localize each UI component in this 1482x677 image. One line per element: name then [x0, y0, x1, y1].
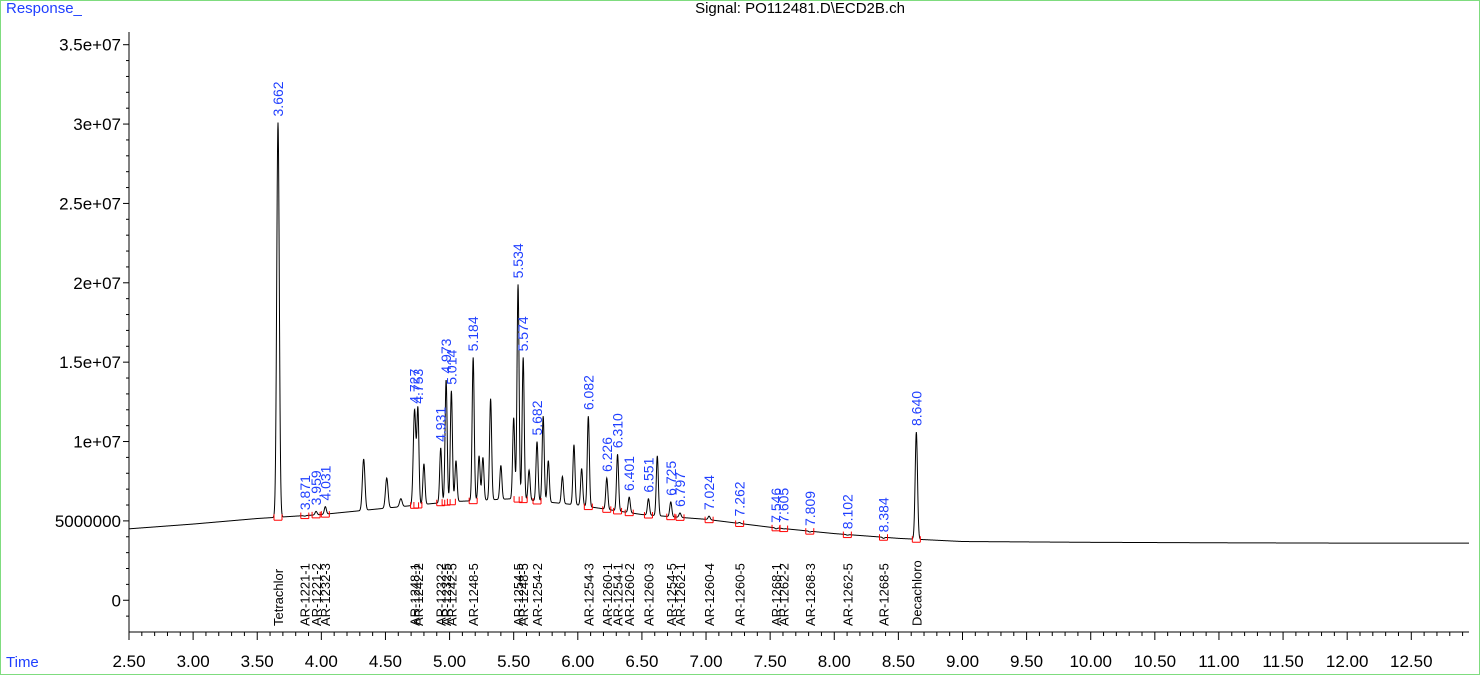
peak-label: 7.809 — [802, 491, 818, 526]
x-tick-label: 2.50 — [112, 652, 145, 671]
x-tick-label: 7.00 — [689, 652, 722, 671]
signal-trace — [128, 122, 1469, 544]
peak-label: 6.797 — [672, 472, 688, 507]
compound-label: Tetrachlor — [271, 568, 286, 626]
x-tick-label: 8.00 — [818, 652, 851, 671]
axes: 0 5000000 1e+07 1.5e+07 2e+07 2.5e+07 3e+07 3.5… — [55, 32, 1469, 671]
x-tick-label: 4.50 — [369, 652, 402, 671]
y-tick-label: 5000000 — [55, 512, 121, 531]
compound-label: AR-1232-2 — [434, 563, 449, 626]
compound-label: AR-1232-3 — [318, 563, 333, 626]
peak-label: 3.662 — [270, 81, 286, 116]
x-tick-label: 5.00 — [433, 652, 466, 671]
compound-label: AR-1268-3 — [803, 563, 818, 626]
signal-title: Signal: PO112481.D\ECD2B.ch — [695, 0, 905, 17]
peak-label: 7.024 — [701, 475, 717, 510]
peak-label: 5.574 — [515, 316, 531, 351]
peak-label: 7.546 — [768, 488, 784, 523]
y-tick-label: 2e+07 — [73, 274, 121, 293]
compound-label: AR-1254-5 — [664, 563, 679, 626]
x-tick-label: 3.50 — [241, 652, 274, 671]
compound-label: AR-1260-2 — [622, 563, 637, 626]
y-tick-label: 1.5e+07 — [59, 353, 121, 372]
compound-label: AR-1248-5 — [516, 563, 531, 626]
compound-label: AR-1260-5 — [733, 563, 748, 626]
peak-label: 4.753 — [410, 369, 426, 404]
peak-label: 6.310 — [610, 413, 626, 448]
peak-label: 4.973 — [438, 338, 454, 373]
compound-label: AR-1260-1 — [600, 563, 615, 626]
x-tick-label: 5.50 — [497, 652, 530, 671]
peak-label: 6.226 — [599, 437, 615, 472]
x-axis-label: Time — [6, 654, 39, 671]
peak-label: 6.082 — [580, 375, 596, 410]
compound-label: AR-1242-5 — [444, 563, 459, 626]
x-tick-label: 12.00 — [1326, 652, 1369, 671]
compound-labels: Tetrachlor AR-1221-1AR-1221-2AR-1232-3 AR-… — [271, 560, 924, 626]
compound-label: AR-1248-1 — [408, 563, 423, 626]
trace — [128, 122, 1469, 544]
x-tick-label: 8.50 — [882, 652, 915, 671]
compound-label: AR-1268-1 — [769, 563, 784, 626]
y-axis-label: Response_ — [6, 0, 82, 17]
peak-label: 5.014 — [443, 349, 459, 384]
x-tick-label: 10.00 — [1069, 652, 1112, 671]
peak-label: 3.959 — [308, 470, 324, 505]
x-tick-label: 9.00 — [946, 652, 979, 671]
compound-label: Decachloro — [909, 560, 924, 626]
compound-label: AR-1260-4 — [702, 563, 717, 626]
peak-label: 8.640 — [908, 391, 924, 426]
peak-label: 7.262 — [732, 481, 748, 516]
peak-label: 6.551 — [640, 457, 656, 492]
peak-label: 6.401 — [621, 456, 637, 491]
baseline-markers — [273, 496, 921, 543]
x-tick-label: 11.00 — [1198, 652, 1239, 671]
peak-label: 6.725 — [663, 461, 679, 496]
compound-label: AR-1262-1 — [673, 563, 688, 626]
y-tick-label: 1e+07 — [73, 433, 121, 452]
peak-label: 5.534 — [510, 243, 526, 278]
peak-label: 4.931 — [433, 407, 449, 442]
peak-label: 5.184 — [465, 316, 481, 351]
peak-label: 8.384 — [876, 497, 892, 532]
peak-label: 4.031 — [317, 465, 333, 500]
compound-label: AR-1221-1 — [298, 563, 313, 626]
x-tick-label: 11.50 — [1262, 652, 1303, 671]
compound-label: AR-1232-5 — [439, 563, 454, 626]
y-tick-label: 2.5e+07 — [59, 194, 121, 213]
y-tick-label: 3e+07 — [73, 115, 121, 134]
compound-label: AR-1242-2 — [411, 563, 426, 626]
compound-label: AR-1221-2 — [309, 563, 324, 626]
peak-label: 5.682 — [529, 400, 545, 435]
compound-label: AR-1268-5 — [877, 563, 892, 626]
x-tick-label: 12.50 — [1390, 652, 1433, 671]
x-tick-label: 6.50 — [625, 652, 658, 671]
y-tick-label: 0 — [112, 591, 121, 610]
compound-label: AR-1254-5 — [511, 563, 526, 626]
compound-label: AR-1254-3 — [581, 563, 596, 626]
y-tick-label: 3.5e+07 — [59, 36, 121, 55]
peak-label: 8.102 — [839, 494, 855, 529]
x-tick-label: 4.00 — [305, 652, 338, 671]
x-tick-label: 3.00 — [177, 652, 210, 671]
peak-label: 3.871 — [297, 475, 313, 510]
x-tick-label: 10.50 — [1134, 652, 1177, 671]
compound-label: AR-1262-5 — [840, 563, 855, 626]
compound-label: AR-1254-2 — [530, 563, 545, 626]
compound-label: AR-1254-1 — [611, 563, 626, 626]
x-tick-label: 6.00 — [561, 652, 594, 671]
compound-label: AR-1248-5 — [466, 563, 481, 626]
compound-label: AR-1262-2 — [777, 563, 792, 626]
x-tick-label: 9.50 — [1010, 652, 1043, 671]
x-tick-label: 7.50 — [754, 652, 787, 671]
peak-label: 7.605 — [776, 488, 792, 523]
peak-label: 4.727 — [407, 369, 423, 404]
compound-label: AR-1260-3 — [641, 563, 656, 626]
